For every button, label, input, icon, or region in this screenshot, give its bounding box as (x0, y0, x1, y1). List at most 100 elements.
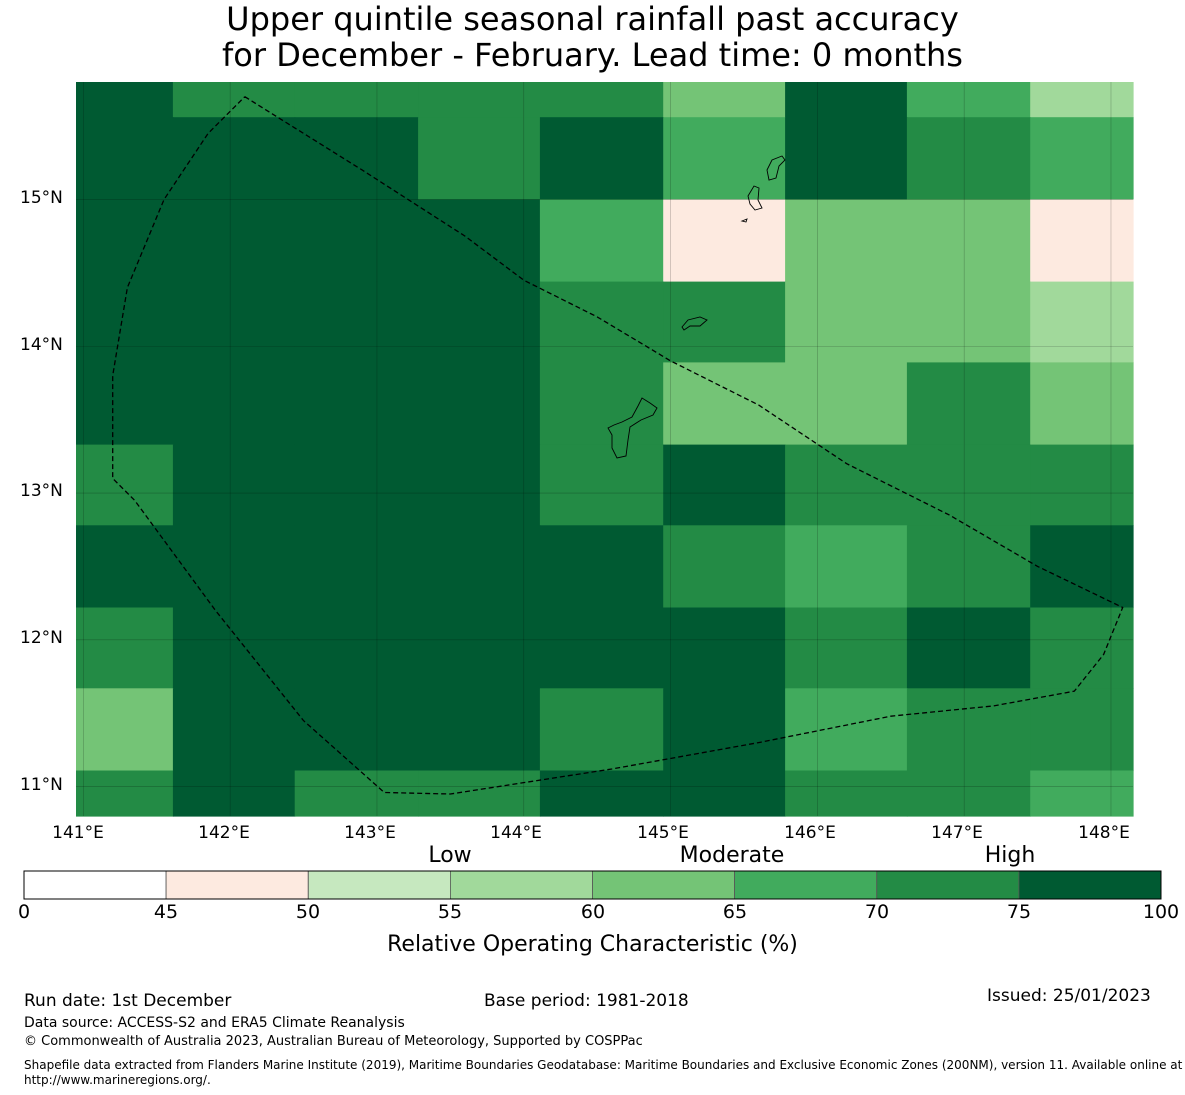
grid-cell-r2-c5 (663, 199, 786, 283)
colorbar-outline (23, 870, 1162, 900)
category-moderate: Moderate (679, 843, 785, 868)
grid-cell-r0-c6 (785, 82, 908, 118)
grid-cell-r6-c6 (785, 525, 908, 609)
grid-cell-r8-c7 (906, 688, 1031, 772)
grid-cell-r1-c1 (172, 117, 296, 200)
grid-cell-r9-c1 (172, 770, 296, 817)
colorbar-tick-100: 100 (1142, 901, 1180, 923)
grid-cell-r1-c4 (539, 117, 664, 200)
category-high: High (984, 843, 1036, 868)
grid-cell-r4-c8 (1030, 362, 1134, 446)
grid-cell-r8-c8 (1030, 688, 1134, 772)
island-guam (607, 397, 658, 459)
grid-cell-r5-c3 (418, 444, 541, 526)
lat-label-11: 11°N (20, 775, 63, 795)
grid-cell-r7-c6 (785, 607, 908, 689)
colorbar-tick-60: 60 (580, 901, 606, 923)
grid-cell-r5-c1 (172, 444, 296, 526)
lon-label-141: 141°E (52, 823, 104, 843)
colorbar-title: Relative Operating Characteristic (%) (387, 932, 798, 957)
rainfall-accuracy-map (23, 82, 1162, 900)
grid-cell-r7-c1 (172, 607, 296, 689)
colorbar-tick-0: 0 (17, 901, 31, 923)
grid-cell-r4-c0 (76, 362, 174, 446)
grid-cell-r7-c2 (294, 607, 419, 689)
grid-cell-r0-c4 (539, 82, 664, 118)
grid-cell-r4-c6 (785, 362, 908, 446)
category-low: Low (428, 843, 472, 868)
lat-label-15: 15°N (20, 188, 63, 208)
grid-cell-r8-c6 (785, 688, 908, 772)
grid-cell-r8-c4 (539, 688, 664, 772)
grid-cell-r6-c3 (418, 525, 541, 609)
grid-cell-r5-c0 (76, 444, 174, 526)
colorbar (23, 870, 1162, 900)
grid-cell-r2-c2 (294, 199, 419, 283)
grid-cell-r2-c8 (1030, 199, 1134, 283)
grid-cell-r4-c7 (906, 362, 1031, 446)
grid-cell-r9-c6 (785, 770, 908, 817)
island-tinian (747, 185, 763, 211)
grid-cell-r9-c2 (294, 770, 419, 817)
lon-label-148: 148°E (1078, 823, 1130, 843)
grid-cell-r8-c0 (76, 688, 174, 772)
grid-cell-r6-c5 (663, 525, 786, 609)
shapefile-note: Shapefile data extracted from Flanders M… (24, 1058, 1183, 1087)
grid-cell-r3-c0 (76, 281, 174, 363)
issued-date: Issued: 25/01/2023 (987, 986, 1151, 1006)
lat-label-13: 13°N (20, 481, 63, 501)
grid-cell-r4-c5 (663, 362, 786, 446)
grid-cell-r0-c0 (76, 82, 174, 118)
lon-label-146: 146°E (784, 823, 836, 843)
colorbar-tick-65: 65 (722, 901, 748, 923)
grid-cell-r1-c7 (906, 117, 1031, 200)
grid-cell-r0-c5 (663, 82, 786, 118)
grid-cell-r9-c8 (1030, 770, 1134, 817)
grid-cell-r0-c7 (906, 82, 1031, 118)
map-title-line-2: for December - February. Lead time: 0 mo… (222, 36, 963, 74)
colorbar-segment-2 (307, 870, 451, 900)
grid-cell-r4-c4 (539, 362, 664, 446)
accuracy-grid (76, 82, 1134, 817)
lon-label-145: 145°E (637, 823, 689, 843)
grid-cell-r3-c3 (418, 281, 541, 363)
grid-cell-r0-c1 (172, 82, 296, 118)
grid-cell-r3-c5 (663, 281, 786, 363)
grid-cell-r8-c2 (294, 688, 419, 772)
grid-cell-r8-c3 (418, 688, 541, 772)
grid-cell-r6-c0 (76, 525, 174, 609)
grid-cell-r0-c8 (1030, 82, 1134, 118)
grid-cell-r7-c3 (418, 607, 541, 689)
colorbar-tick-75: 75 (1006, 901, 1032, 923)
island-outlines (607, 155, 786, 459)
grid-cell-r5-c6 (785, 444, 908, 526)
grid-cell-r2-c0 (76, 199, 174, 283)
grid-cell-r6-c8 (1030, 525, 1134, 609)
base-period: Base period: 1981-2018 (484, 991, 689, 1011)
lat-label-14: 14°N (20, 335, 63, 355)
lon-label-143: 143°E (344, 823, 396, 843)
run-date: Run date: 1st December (24, 991, 232, 1011)
grid-cell-r1-c6 (785, 117, 908, 200)
eez-boundary (112, 96, 1124, 795)
grid-cell-r3-c1 (172, 281, 296, 363)
grid-cell-r9-c0 (76, 770, 174, 817)
map-title-line-1: Upper quintile seasonal rainfall past ac… (226, 0, 959, 38)
colorbar-tick-45: 45 (153, 901, 179, 923)
grid-cell-r1-c8 (1030, 117, 1134, 200)
graticule (76, 82, 1133, 816)
grid-cell-r6-c7 (906, 525, 1031, 609)
grid-cell-r8-c1 (172, 688, 296, 772)
grid-cell-r8-c5 (663, 688, 786, 772)
grid-cell-r1-c3 (418, 117, 541, 200)
grid-cell-r7-c5 (663, 607, 786, 689)
grid-cell-r3-c6 (785, 281, 908, 363)
colorbar-segment-0 (23, 870, 167, 900)
grid-cell-r3-c2 (294, 281, 419, 363)
grid-cell-r4-c2 (294, 362, 419, 446)
grid-cell-r9-c3 (418, 770, 541, 817)
grid-cell-r6-c4 (539, 525, 664, 609)
grid-cell-r4-c3 (418, 362, 541, 446)
lat-label-12: 12°N (20, 628, 63, 648)
colorbar-tick-70: 70 (864, 901, 890, 923)
